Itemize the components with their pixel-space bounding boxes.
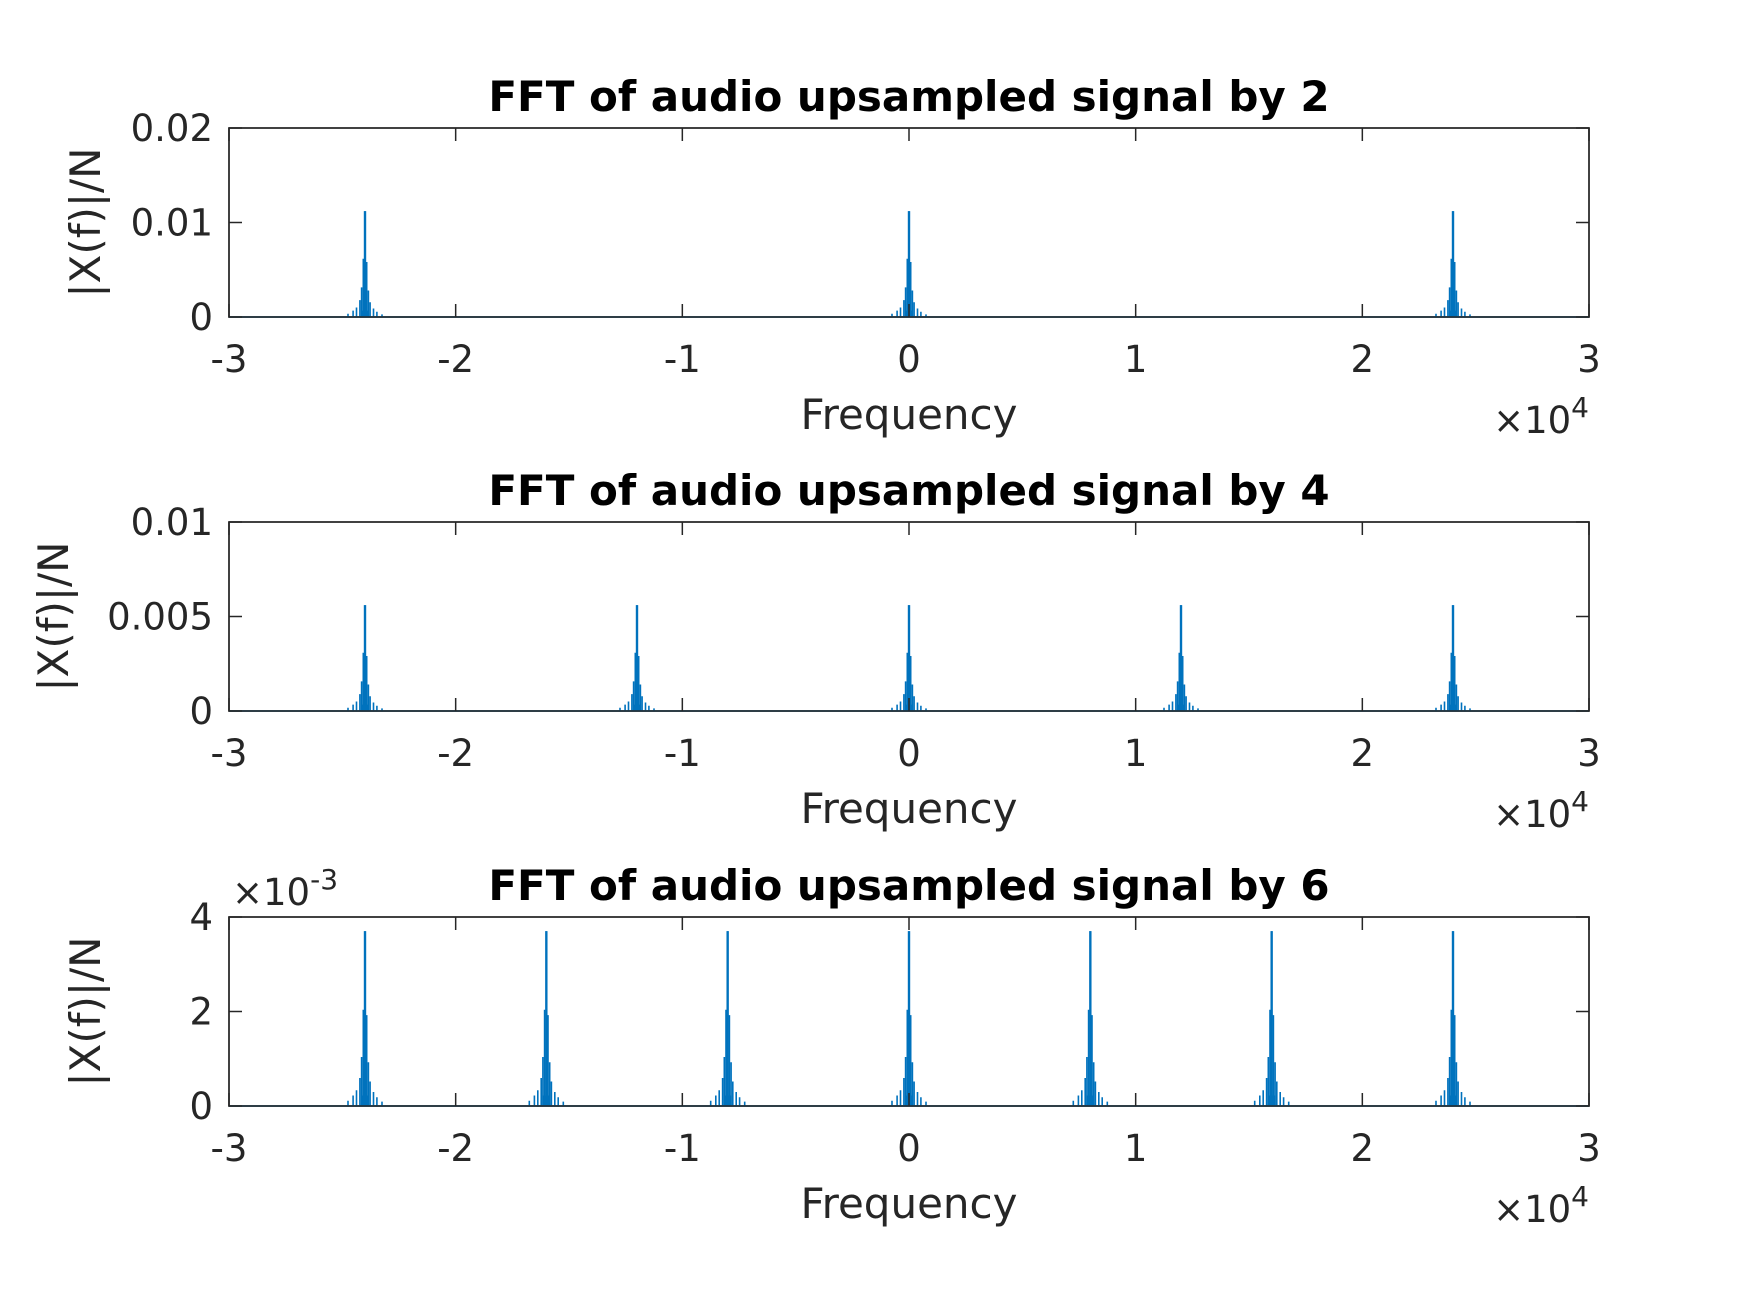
x-tick-label: 3 xyxy=(1577,338,1601,381)
x-tick-label: 0 xyxy=(897,732,921,775)
y-tick-label: 0 xyxy=(189,1085,213,1128)
x-tick-label: 1 xyxy=(1124,1127,1148,1170)
spectrum-peak-base xyxy=(361,704,369,711)
subplot-3: -3 -2 -1 0 1 2 3 0 2 4 FFT of audio upsampled sign… xyxy=(61,861,1601,1231)
x-tick-label: -3 xyxy=(211,1127,248,1170)
x-tick-label: 2 xyxy=(1351,1127,1375,1170)
x-tick-label: -2 xyxy=(437,338,474,381)
x-tick-label: -2 xyxy=(437,732,474,775)
x-multiplier: ×104 xyxy=(1493,785,1589,836)
y-tick-label: 0 xyxy=(189,690,213,733)
x-axis-label: Frequency xyxy=(801,784,1018,833)
subplot-2: -3 -2 -1 0 1 2 3 0 0.005 0.01 FFT of audio upsampl… xyxy=(29,466,1601,836)
x-axis-label: Frequency xyxy=(801,390,1018,439)
y-axis-label: |X(f)|/N xyxy=(61,936,110,1086)
spectrum-peak-base xyxy=(1449,704,1457,711)
x-tick-label: 0 xyxy=(897,338,921,381)
spectrum-peak-base xyxy=(1267,1095,1276,1106)
spectrum-peak-base xyxy=(361,1095,369,1106)
spectrum-peak-base xyxy=(1449,310,1457,317)
y-axis-label: |X(f)|/N xyxy=(61,147,110,297)
x-axis-label: Frequency xyxy=(801,1179,1018,1228)
x-tick-label: -1 xyxy=(664,732,701,775)
x-multiplier: ×104 xyxy=(1493,1180,1589,1231)
y-tick-label: 0.01 xyxy=(131,202,213,245)
x-tick-label: -3 xyxy=(211,338,248,381)
x-tick-label: -1 xyxy=(664,338,701,381)
x-tick-label: 2 xyxy=(1351,732,1375,775)
x-tick-label: -2 xyxy=(437,1127,474,1170)
y-tick-label: 0 xyxy=(189,296,213,339)
subplot-1: -3 -2 -1 0 1 2 3 0 0.01 0.02 FFT of audio upsample… xyxy=(61,72,1601,442)
x-tick-label: 3 xyxy=(1577,1127,1601,1170)
chart-title: FFT of audio upsampled signal by 6 xyxy=(488,861,1329,910)
x-tick-label: 2 xyxy=(1351,338,1375,381)
x-multiplier: ×104 xyxy=(1493,391,1589,442)
y-tick-label: 4 xyxy=(189,896,213,939)
y-tick-label: 0.02 xyxy=(131,107,213,150)
spectrum-peak-base xyxy=(542,1095,551,1106)
spectrum-peak-base xyxy=(1177,704,1185,711)
spectrum-peak-base xyxy=(1449,1095,1457,1106)
x-tick-label: 3 xyxy=(1577,732,1601,775)
spectrum-peak-base xyxy=(723,1095,732,1106)
spectrum-peak-base xyxy=(1086,1095,1095,1106)
y-tick-label: 0.005 xyxy=(107,596,213,639)
x-tick-label: 1 xyxy=(1124,732,1148,775)
spectrum-peak-base xyxy=(633,704,641,711)
chart-title: FFT of audio upsampled signal by 2 xyxy=(488,72,1329,121)
x-tick-label: -1 xyxy=(664,1127,701,1170)
spectrum-peak-base xyxy=(361,310,369,317)
x-tick-label: 0 xyxy=(897,1127,921,1170)
y-tick-label: 2 xyxy=(189,991,213,1034)
chart-title: FFT of audio upsampled signal by 4 xyxy=(488,466,1329,515)
y-axis-label: |X(f)|/N xyxy=(29,541,78,691)
y-tick-label: 0.01 xyxy=(131,501,213,544)
y-multiplier: ×10-3 xyxy=(232,863,338,914)
x-tick-label: 1 xyxy=(1124,338,1148,381)
x-tick-label: -3 xyxy=(211,732,248,775)
